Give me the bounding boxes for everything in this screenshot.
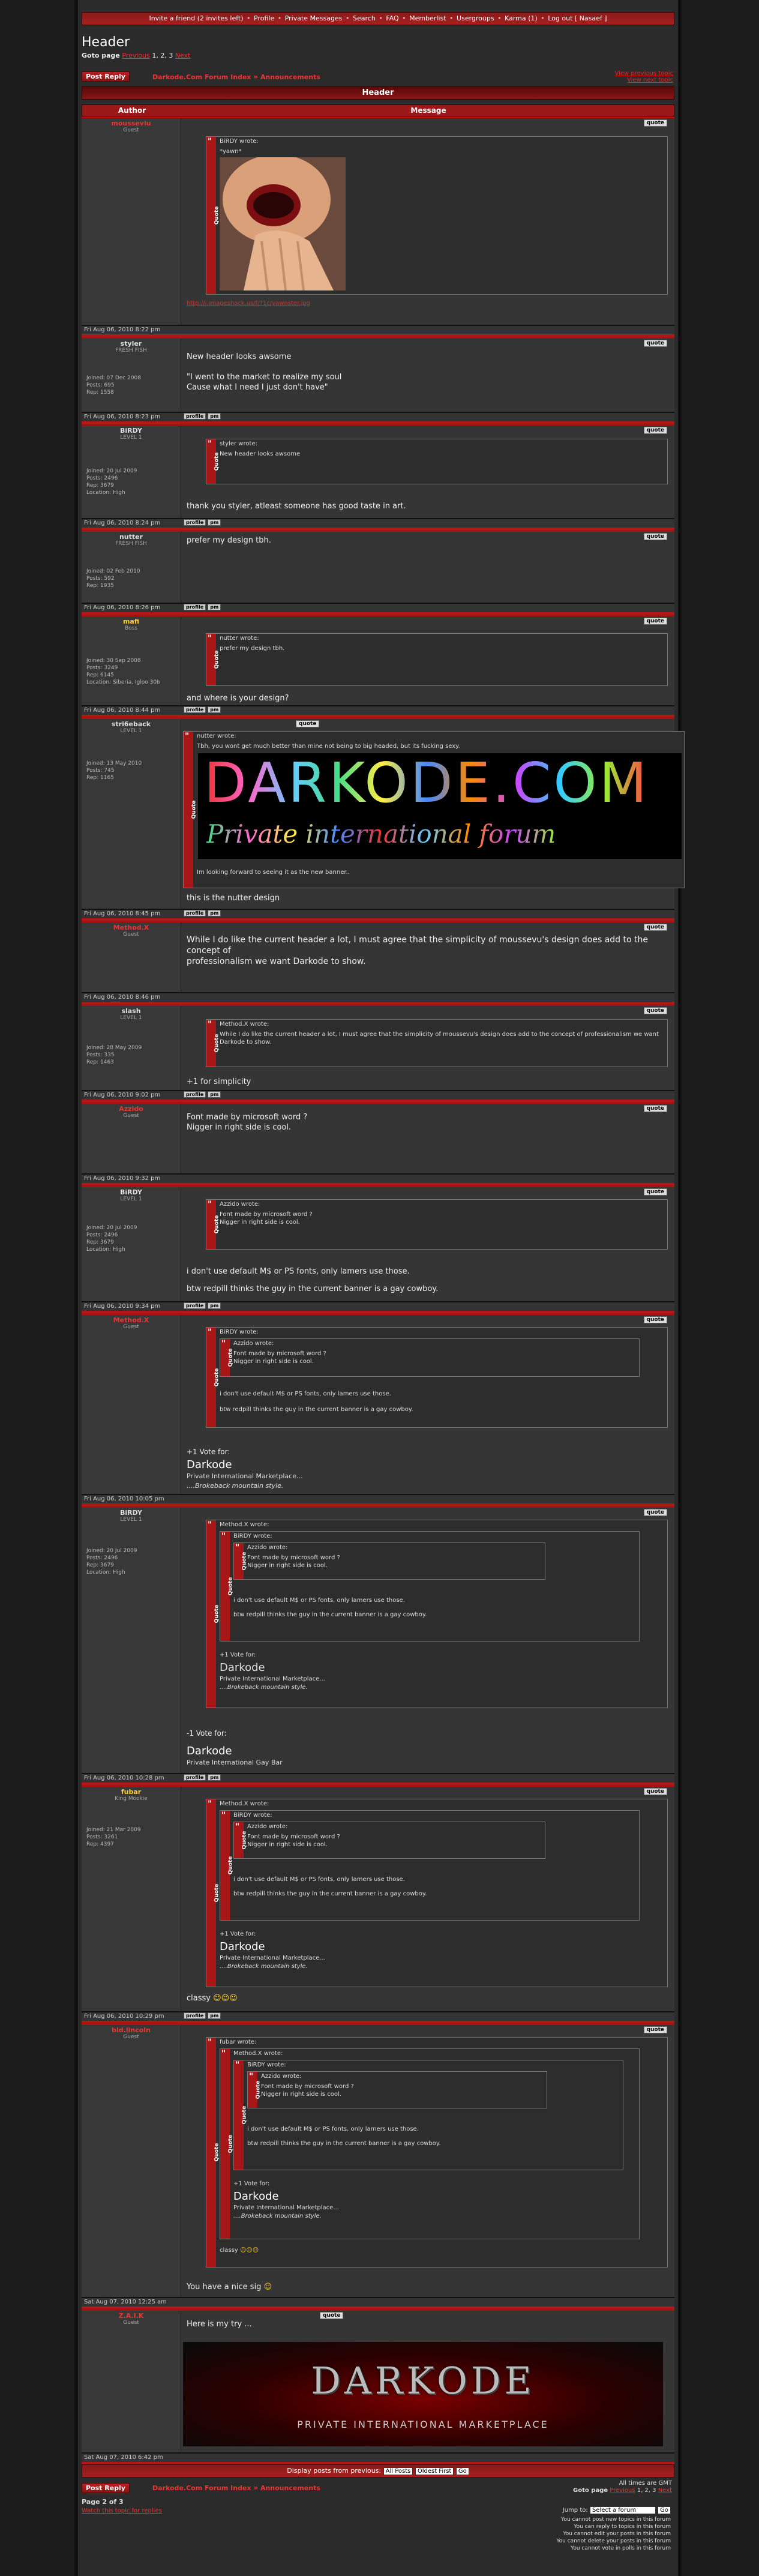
breadcrumb: Darkode.Com Forum Index » Announcements (152, 73, 320, 81)
quote-block: " Quote Method.X wrote: While I do like t… (206, 1019, 668, 1067)
quote-button[interactable]: quote (643, 533, 667, 540)
post: stri6eback LEVEL 1 Joined: 13 May 2010 Po… (82, 717, 685, 909)
quote-button[interactable]: quote (643, 1105, 667, 1112)
permissions: You cannot post new topics in this forum… (556, 2517, 671, 2551)
nav-private-messages[interactable]: Private Messages (284, 14, 343, 22)
post-author: styler FRESH FISH Joined: 07 Dec 2008 Pos… (82, 339, 181, 412)
goto-pages[interactable]: 1, 2, 3 (152, 52, 173, 59)
nested-quote-block: " Quote BiRDY wrote: " Quote Azzido wrote:… (220, 1810, 640, 1921)
nav-faq[interactable]: FAQ (386, 14, 399, 22)
post-date: Fri Aug 06, 2010 8:22 pm (84, 327, 161, 333)
nav-usergroups[interactable]: Usergroups (457, 14, 494, 22)
jump-go-button[interactable]: Go (658, 2506, 671, 2514)
quote-block: " Quote nutter wrote: Tbh, you wont get m… (183, 731, 685, 888)
breadcrumb-index[interactable]: Darkode.Com Forum Index (152, 73, 251, 81)
quote-block: " Quote Azzido wrote: Font made by micros… (206, 1199, 668, 1250)
post: nutter FRESH FISH Joined: 02 Feb 2010 Pos… (82, 530, 674, 603)
deep-quote-block: " Quote BiRDY wrote: " Quote Azzido wrote:… (233, 2060, 623, 2170)
goto-previous[interactable]: Previous (122, 52, 150, 59)
quote-button[interactable]: quote (643, 1509, 667, 1516)
post: slash LEVEL 1 Joined: 28 May 2009 Posts: … (82, 1004, 674, 1091)
quote-block: " Quote Method.X wrote: " Quote BiRDY wrot… (206, 1520, 668, 1708)
deep-quote-block: " Quote Azzido wrote: Font made by micros… (233, 1542, 545, 1580)
breadcrumb-forum[interactable]: Announcements (260, 73, 320, 81)
post: BiRDY LEVEL 1 Joined: 20 Jul 2009 Posts: … (82, 424, 674, 519)
quote-button[interactable]: quote (643, 340, 667, 347)
go-button[interactable]: Go (455, 2467, 469, 2475)
goto-next[interactable]: Next (175, 52, 191, 59)
yawn-image (220, 157, 346, 290)
nested-quote-block: " Quote Method.X wrote: " Quote BiRDY wrot… (220, 2048, 640, 2239)
quote-button[interactable]: quote (643, 427, 667, 434)
jump-to: Jump to: Select a forum Go (563, 2506, 671, 2514)
post: mafi Boss Joined: 30 Sep 2008 Posts: 3249… (82, 615, 674, 706)
breadcrumb: Darkode.Com Forum Index » Announcements (152, 2484, 320, 2492)
post-reply-button[interactable]: Post Reply (82, 71, 130, 82)
quote-button[interactable]: quote (643, 1188, 667, 1196)
post: BiRDY LEVEL 1 Joined: 20 Jul 2009 Posts: … (82, 1506, 674, 1774)
post: Azzido Guest quote Font made by microsof… (82, 1102, 674, 1174)
post: BiRDY LEVEL 1 Joined: 20 Jul 2009 Posts: … (82, 1185, 674, 1302)
darkode-banner-image: DARKODE.COM Private international forum (198, 753, 682, 859)
quote-button[interactable]: quote (296, 720, 320, 727)
quote-button[interactable]: quote (643, 1788, 667, 1795)
post: fubar King Mookie Joined: 21 Mar 2009 Pos… (82, 1785, 674, 2012)
quote-block: " Quote nutter wrote: prefer my design tb… (206, 633, 668, 686)
quote-block: " Quote BiRDY wrote: " Quote Azzido wrote:… (206, 1327, 668, 1428)
nav-logout[interactable]: Log out [ Nasaef ] (548, 14, 607, 22)
col-message: Message (410, 106, 446, 115)
post-author: mousseviu Guest (82, 118, 181, 325)
post: bld.lincoln Guest quote " Quote fubar wro… (82, 2023, 674, 2298)
jump-select[interactable]: Select a forum (589, 2506, 656, 2514)
topic-nav: View previous topic View next topic (614, 70, 673, 83)
nav-profile[interactable]: Profile (254, 14, 275, 22)
darkode-banner-image: DARKODE PRIVATE INTERNATIONAL MARKETPLAC… (183, 2342, 663, 2446)
quote-button[interactable]: quote (643, 618, 667, 625)
post: Method.X Guest quote " Quote BiRDY wrote:… (82, 1313, 674, 1494)
image-link[interactable]: http://i.imageshack.us/f/?1c/yawnster.jp… (187, 300, 310, 307)
all-posts-select[interactable]: All Posts (383, 2467, 413, 2475)
table-title: Header (82, 86, 674, 100)
post: Z.A.I.K Guest quote Here is my try ... D… (82, 2309, 674, 2453)
sort-order-select[interactable]: Oldest First (415, 2467, 454, 2475)
nav-karma[interactable]: Karma (1) (505, 14, 538, 22)
quote-block: " Quote Method.X wrote: " Quote BiRDY wrot… (206, 1799, 668, 1987)
deepest-quote-block: " Quote Azzido wrote: Font made by micros… (247, 2071, 547, 2108)
post-reply-button[interactable]: Post Reply (82, 2483, 130, 2493)
nav-invite[interactable]: Invite a friend (2 invites left) (149, 14, 244, 22)
col-author: Author (118, 106, 146, 115)
topic-title: Header (82, 35, 130, 50)
quote-button[interactable]: quote (643, 119, 667, 127)
nav-search[interactable]: Search (353, 14, 376, 22)
quote-block: " Quote styler wrote: New header looks aw… (206, 439, 668, 484)
table-header: Author Message (82, 104, 674, 116)
quote-button[interactable]: quote (643, 2026, 667, 2033)
quote-button[interactable]: quote (643, 1316, 667, 1323)
post: mousseviu Guest quote " Quote BiRDY wrote… (82, 116, 674, 325)
goto-page: Goto page Previous 1, 2, 3 Next (82, 52, 191, 59)
nested-quote-block: " Quote BiRDY wrote: " Quote Azzido wrote:… (220, 1531, 640, 1642)
quote-button[interactable]: quote (320, 2312, 344, 2319)
quote-button[interactable]: quote (643, 924, 667, 931)
quote-button[interactable]: quote (643, 1007, 667, 1014)
view-next-topic[interactable]: View next topic (627, 77, 673, 83)
quote-block: " Quote BiRDY wrote: *yawn* (206, 136, 668, 295)
post: Method.X Guest quote While I do like the… (82, 921, 674, 993)
page-of: Page 2 of 3 (82, 2498, 124, 2506)
top-nav-bar: Invite a friend (2 invites left) • Profi… (82, 12, 674, 25)
deep-quote-block: " Quote Azzido wrote: Font made by micros… (233, 1822, 545, 1859)
post: styler FRESH FISH Joined: 07 Dec 2008 Pos… (82, 337, 674, 412)
view-previous-topic[interactable]: View previous topic (614, 70, 673, 77)
forum-page: Invite a friend (2 invites left) • Profi… (74, 0, 685, 2576)
timezone-note: All times are GMT (619, 2480, 672, 2487)
watch-topic-link[interactable]: Watch this topic for replies (82, 2508, 162, 2514)
quote-block: " Quote fubar wrote: " Quote Method.X wrot… (206, 2037, 668, 2268)
display-options-bar: Display posts from previous: All Posts O… (82, 2464, 674, 2478)
nested-quote-block: " Quote Azzido wrote: Font made by micros… (220, 1338, 640, 1377)
nav-memberlist[interactable]: Memberlist (409, 14, 446, 22)
